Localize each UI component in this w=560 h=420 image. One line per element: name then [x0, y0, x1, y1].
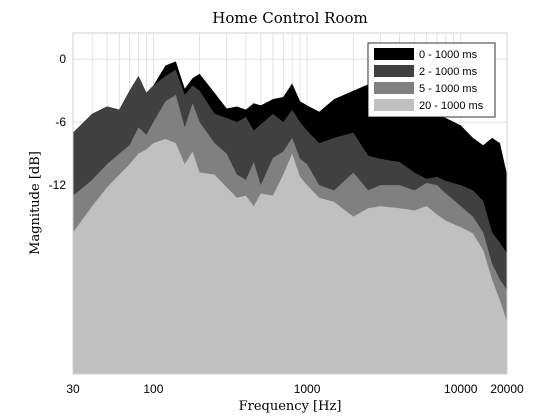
legend: 0 - 1000 ms 2 - 1000 ms 5 - 1000 ms 20 - 10… [367, 42, 496, 118]
y-tick-label: 0 [59, 52, 66, 66]
legend-label-2: 5 - 1000 ms [419, 83, 478, 95]
legend-swatch-1 [374, 65, 414, 77]
legend-label-1: 2 - 1000 ms [419, 66, 478, 78]
y-axis-ticks: 0 -6 -12 [49, 52, 67, 192]
x-tick-label: 30 [66, 382, 80, 396]
x-tick-label: 100 [143, 382, 163, 396]
legend-swatch-3 [374, 99, 414, 111]
plot-frame [72, 32, 508, 375]
x-axis-ticks: 30 100 1000 10000 20000 [66, 382, 524, 396]
chart-title: Home Control Room [212, 9, 368, 27]
legend-swatch-2 [374, 82, 414, 94]
y-tick-label: -6 [55, 115, 66, 129]
x-tick-label: 20000 [490, 382, 524, 396]
y-tick-label: -12 [49, 178, 67, 192]
area-series-3 [73, 138, 507, 374]
x-axis-label: Frequency [Hz] [239, 399, 342, 414]
x-tick-label: 1000 [294, 382, 321, 396]
legend-label-3: 20 - 1000 ms [419, 100, 484, 112]
y-axis-label: Magnitude [dB] [28, 151, 43, 255]
legend-swatch-0 [374, 48, 414, 60]
area-series-layer [73, 61, 507, 375]
x-tick-label: 10000 [444, 382, 478, 396]
legend-label-0: 0 - 1000 ms [419, 49, 478, 61]
